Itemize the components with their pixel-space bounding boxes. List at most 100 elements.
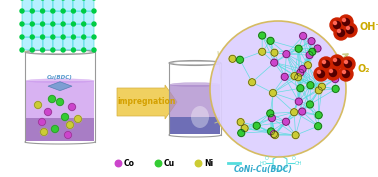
Polygon shape	[73, 11, 84, 24]
Circle shape	[347, 27, 353, 33]
Polygon shape	[53, 11, 63, 24]
Circle shape	[333, 21, 341, 28]
Circle shape	[315, 112, 322, 119]
Circle shape	[341, 57, 355, 71]
Ellipse shape	[191, 106, 209, 128]
Circle shape	[259, 48, 266, 55]
Circle shape	[48, 96, 56, 102]
Circle shape	[271, 49, 278, 56]
Text: Ni: Ni	[204, 158, 213, 167]
Circle shape	[82, 48, 86, 52]
Point	[155, 162, 161, 164]
Circle shape	[333, 21, 336, 24]
Ellipse shape	[26, 79, 94, 83]
Circle shape	[307, 82, 314, 89]
Circle shape	[292, 132, 299, 139]
Circle shape	[297, 69, 304, 76]
Circle shape	[330, 70, 336, 76]
Circle shape	[333, 59, 341, 65]
Polygon shape	[73, 0, 84, 11]
Text: CoNi-Cu(BDC): CoNi-Cu(BDC)	[234, 165, 293, 174]
Circle shape	[238, 130, 245, 136]
Polygon shape	[43, 24, 53, 37]
Circle shape	[342, 70, 345, 73]
Circle shape	[282, 118, 290, 125]
Circle shape	[30, 9, 34, 13]
Circle shape	[71, 48, 76, 52]
Circle shape	[342, 19, 345, 21]
Circle shape	[330, 18, 344, 32]
Circle shape	[92, 48, 96, 52]
Polygon shape	[43, 0, 53, 11]
Circle shape	[82, 22, 86, 26]
Circle shape	[300, 33, 307, 39]
Polygon shape	[53, 0, 63, 11]
Circle shape	[330, 55, 344, 69]
Circle shape	[319, 57, 333, 71]
Circle shape	[30, 48, 34, 52]
Circle shape	[342, 19, 350, 25]
Text: O₂: O₂	[357, 64, 370, 74]
Circle shape	[20, 35, 24, 39]
Circle shape	[65, 132, 71, 138]
Circle shape	[92, 22, 96, 26]
Circle shape	[307, 101, 313, 108]
Circle shape	[347, 27, 350, 30]
Circle shape	[314, 45, 321, 52]
Circle shape	[299, 65, 306, 73]
Circle shape	[56, 98, 64, 105]
Circle shape	[20, 9, 24, 13]
Circle shape	[271, 132, 279, 139]
Circle shape	[291, 73, 298, 79]
Polygon shape	[43, 37, 53, 50]
Polygon shape	[63, 0, 73, 11]
FancyArrow shape	[117, 85, 177, 119]
Circle shape	[267, 110, 274, 117]
Point	[115, 162, 121, 164]
Circle shape	[339, 15, 353, 29]
Circle shape	[71, 22, 76, 26]
Circle shape	[249, 79, 256, 86]
Circle shape	[92, 35, 96, 39]
Polygon shape	[73, 37, 84, 50]
Circle shape	[318, 70, 321, 73]
Polygon shape	[84, 0, 94, 11]
Polygon shape	[26, 118, 94, 141]
Circle shape	[342, 70, 350, 78]
Circle shape	[34, 101, 42, 109]
Polygon shape	[63, 37, 73, 50]
Circle shape	[283, 51, 290, 58]
Circle shape	[61, 9, 65, 13]
Circle shape	[51, 125, 59, 133]
Circle shape	[30, 35, 34, 39]
Circle shape	[92, 9, 96, 13]
Circle shape	[339, 67, 353, 81]
Circle shape	[270, 90, 276, 96]
Circle shape	[338, 30, 344, 36]
Text: Cu: Cu	[164, 158, 175, 167]
Circle shape	[344, 61, 347, 64]
Polygon shape	[63, 11, 73, 24]
Circle shape	[40, 48, 45, 52]
Text: Cu(BDC): Cu(BDC)	[47, 75, 73, 80]
Circle shape	[322, 61, 330, 67]
Circle shape	[30, 22, 34, 26]
Polygon shape	[43, 11, 53, 24]
Circle shape	[314, 67, 328, 81]
Circle shape	[62, 113, 68, 121]
Circle shape	[267, 37, 274, 44]
Polygon shape	[53, 37, 63, 50]
Polygon shape	[22, 24, 32, 37]
Circle shape	[61, 48, 65, 52]
Circle shape	[291, 109, 297, 116]
Polygon shape	[170, 117, 220, 134]
Circle shape	[318, 70, 324, 78]
Circle shape	[40, 35, 45, 39]
Circle shape	[61, 22, 65, 26]
Text: O: O	[292, 156, 296, 161]
Point	[195, 162, 201, 164]
Circle shape	[304, 62, 311, 69]
Text: impregnation: impregnation	[118, 98, 176, 107]
Circle shape	[40, 129, 48, 136]
Circle shape	[229, 55, 236, 62]
